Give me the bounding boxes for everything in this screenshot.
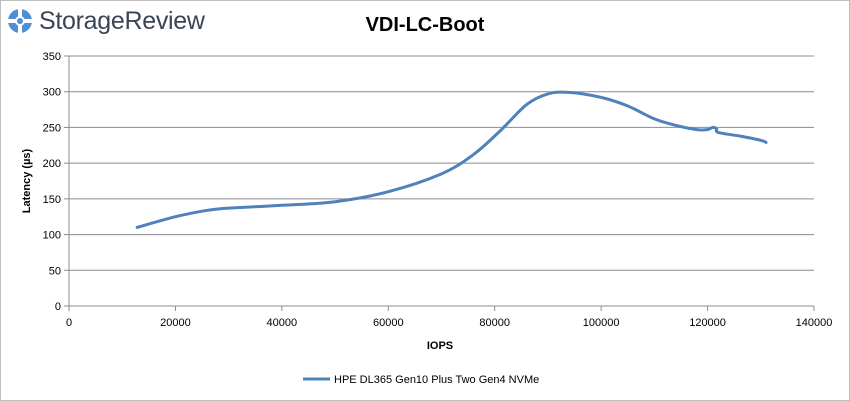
y-tick-label: 350 <box>43 51 61 63</box>
x-tick-label: 60000 <box>373 317 404 329</box>
legend-label: HPE DL365 Gen10 Plus Two Gen4 NVMe <box>334 374 539 386</box>
y-tick-label: 50 <box>49 265 61 277</box>
y-tick-label: 200 <box>43 158 61 170</box>
x-tick-label: 0 <box>66 317 72 329</box>
x-axis-title: IOPS <box>427 340 453 352</box>
grid-layer <box>69 55 814 271</box>
logo-text: StorageReview <box>39 6 205 35</box>
y-tick-label: 150 <box>43 194 61 206</box>
x-tick-label: 140000 <box>796 317 833 329</box>
axis-layer <box>64 55 815 311</box>
x-tick-label: 80000 <box>479 317 510 329</box>
logo-mark-icon <box>8 9 32 33</box>
y-tick-label: 300 <box>43 87 61 99</box>
y-axis-title: Latency (µs) <box>21 148 33 213</box>
y-tick-label: 100 <box>43 230 61 242</box>
series-line <box>135 90 768 229</box>
storagereview-logo: StorageReview <box>7 6 205 36</box>
x-tick-label: 100000 <box>583 317 620 329</box>
chart-title: VDI-LC-Boot <box>365 14 485 36</box>
x-tick-label: 120000 <box>689 317 726 329</box>
series-layer <box>135 90 768 229</box>
y-tick-label: 250 <box>43 122 61 134</box>
y-tick-label: 0 <box>55 301 61 313</box>
x-tick-label: 20000 <box>160 317 191 329</box>
x-tick-label: 40000 <box>267 317 298 329</box>
tick-layer: 0 50 100 150 200 250 300 350 0 20000 40000 60000 800… <box>43 51 833 329</box>
legend: HPE DL365 Gen10 Plus Two Gen4 NVMe <box>303 374 539 386</box>
